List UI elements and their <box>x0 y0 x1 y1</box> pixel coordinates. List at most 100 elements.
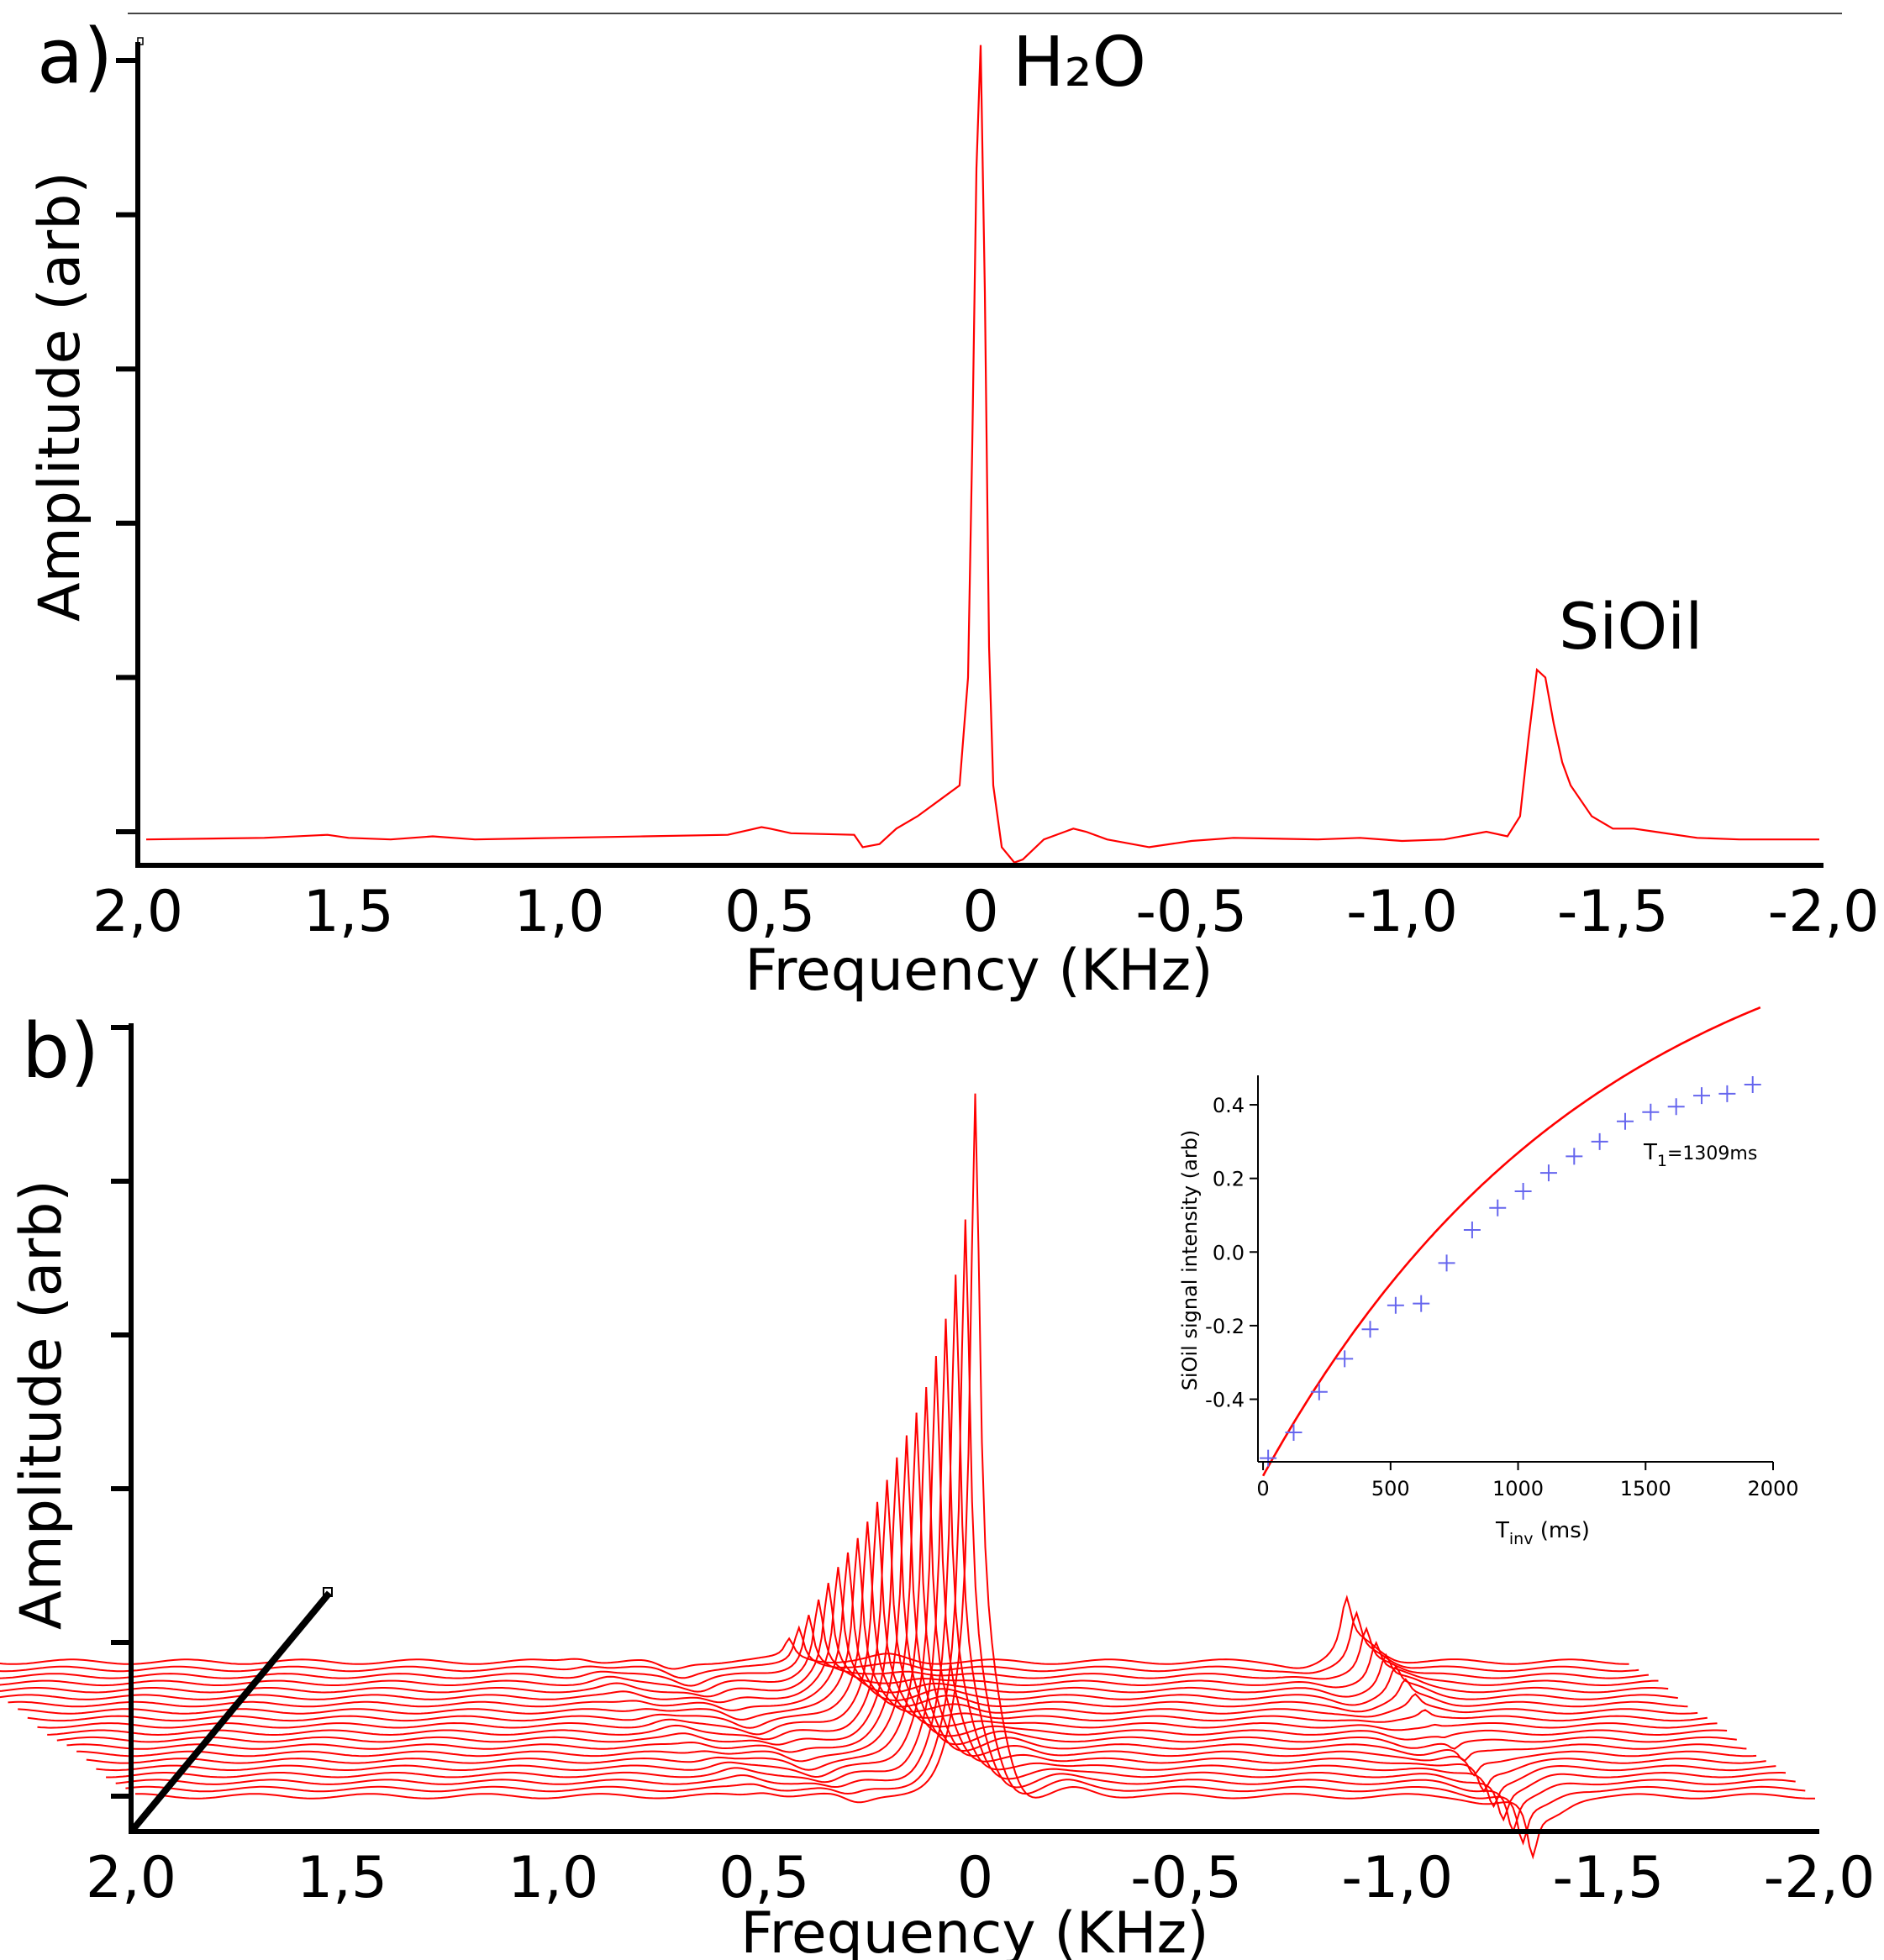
panel-a-xtick-label-1: 1,5 <box>303 879 394 945</box>
panel-b-xtick-label-0: 2,0 <box>86 1845 176 1911</box>
panel-b-xtick-label-4: 0 <box>957 1845 993 1911</box>
inset-x-axis-label-main: T <box>1495 1518 1509 1543</box>
panel-a-xtick-label-4: 0 <box>962 879 998 945</box>
inset-data-point-3 <box>1336 1350 1354 1368</box>
inset-ytick-label-4: -0.4 <box>1205 1389 1245 1412</box>
panel-b-xtick-label-2: 1,0 <box>508 1845 598 1911</box>
panel-b-xtick-label-5: -0,5 <box>1130 1845 1242 1911</box>
panel-b-depth-axis <box>129 1590 333 1832</box>
waterfall-trace-6 <box>76 1412 1757 1777</box>
panel-b-x-ticks: 2,0 1,5 1,0 0,5 0 -0,5 -1,0 -1,5 -2,0 <box>86 1845 1875 1911</box>
panel-a-xtick-label-2: 1,0 <box>513 879 604 945</box>
waterfall-trace-4 <box>96 1355 1776 1809</box>
h2o-peak-label: H₂O <box>1013 23 1146 102</box>
inset-data-point-9 <box>1489 1199 1507 1216</box>
inset-data-point-5 <box>1387 1296 1404 1314</box>
panel-a-y-ticks <box>116 58 138 834</box>
waterfall-trace-3 <box>106 1318 1787 1822</box>
inset-y-ticks: 0.4 0.2 0.0 -0.2 -0.4 <box>1205 1094 1258 1412</box>
waterfall-trace-15 <box>0 1583 1669 1698</box>
panel-b-depth-axis-marker <box>323 1587 333 1597</box>
inset-xtick-label-2: 1000 <box>1492 1477 1544 1500</box>
panel-a-xtick-label-7: -1,5 <box>1557 879 1669 945</box>
inset-x-axis-label-units: (ms) <box>1533 1518 1589 1543</box>
waterfall-trace-7 <box>66 1435 1747 1763</box>
waterfall-trace-11 <box>27 1521 1708 1729</box>
inset-data-point-8 <box>1463 1222 1481 1238</box>
panel-a-xtick-label-8: -2,0 <box>1768 879 1880 945</box>
inset-xtick-label-0: 0 <box>1256 1477 1269 1500</box>
waterfall-trace-12 <box>18 1537 1698 1721</box>
panel-b-x-axis-label: Frequency (KHz) <box>740 1900 1208 1960</box>
panel-a-x-ticks: 2,0 1,5 1,0 0,5 0 -0,5 -1,0 -1,5 -2,0 <box>92 879 1879 945</box>
panel-b-y-axis-label: Amplitude (arb) <box>8 1180 75 1630</box>
waterfall-trace-19 <box>0 1595 1629 1670</box>
panel-b-xtick-label-6: -1,0 <box>1341 1845 1453 1911</box>
panel-a-xtick-label-6: -1,0 <box>1346 879 1458 945</box>
panel-a-axis-end-marker <box>137 37 144 45</box>
inset-ytick-label-2: 0.0 <box>1213 1241 1245 1264</box>
inset-xtick-label-3: 1500 <box>1620 1477 1671 1500</box>
waterfall-trace-13 <box>8 1552 1688 1713</box>
waterfall-trace-18 <box>0 1610 1639 1679</box>
inset-data-point-1 <box>1285 1423 1302 1441</box>
inset-xtick-label-1: 500 <box>1371 1477 1410 1500</box>
inset-data-point-12 <box>1566 1148 1583 1165</box>
inset-fit-label: T1=1309ms <box>1643 1140 1757 1170</box>
inset-fit-curve <box>1261 1006 1761 1477</box>
inset-data-point-7 <box>1438 1254 1455 1272</box>
panel-a-xtick-label-5: -0,5 <box>1135 879 1247 945</box>
inset-data-point-10 <box>1514 1183 1532 1200</box>
inset-x-axis-label: Tinv (ms) <box>1495 1518 1590 1548</box>
panel-b-waterfall-traces <box>0 1093 1815 1860</box>
inset-x-axis-label-sub: inv <box>1509 1530 1534 1548</box>
inset-data-point-14 <box>1616 1112 1634 1130</box>
panel-a-xtick-label-3: 0,5 <box>724 879 815 945</box>
inset-ytick-label-1: 0.2 <box>1213 1168 1245 1191</box>
waterfall-trace-2 <box>115 1274 1796 1834</box>
inset-data-point-6 <box>1413 1295 1430 1312</box>
inset-data-point-2 <box>1310 1383 1328 1400</box>
inset-data-point-19 <box>1744 1075 1761 1093</box>
inset-fit-label-rest: =1309ms <box>1667 1143 1757 1164</box>
panel-b-xtick-label-8: -2,0 <box>1764 1845 1876 1911</box>
panel-a: a) 2,0 1,5 1,0 0,5 0 -0,5 -1,0 -1,5 -2,0 H₂O SiO… <box>27 13 1879 1004</box>
panel-b-xtick-label-7: -1,5 <box>1553 1845 1665 1911</box>
inset-data-point-16 <box>1667 1098 1685 1116</box>
inset-data-point-17 <box>1693 1087 1711 1105</box>
inset-data-point-4 <box>1361 1321 1379 1338</box>
waterfall-trace-9 <box>47 1479 1728 1741</box>
inset-fit-label-sub: 1 <box>1657 1152 1667 1170</box>
inset-data-point-18 <box>1718 1085 1736 1102</box>
waterfall-trace-17 <box>0 1615 1649 1687</box>
sioil-peak-label: SiOil <box>1559 589 1702 664</box>
inset-fit-label-main: T <box>1643 1140 1657 1165</box>
panel-a-spectrum-line <box>145 45 1819 864</box>
waterfall-trace-8 <box>56 1457 1737 1750</box>
panel-a-xtick-label-0: 2,0 <box>92 879 183 945</box>
inset-data-point-15 <box>1642 1103 1660 1121</box>
panel-a-y-axis-label: Amplitude (arb) <box>27 171 93 622</box>
inset-data-point-11 <box>1539 1164 1557 1182</box>
inset-xtick-label-4: 2000 <box>1747 1477 1798 1500</box>
waterfall-trace-1 <box>125 1219 1806 1846</box>
inset-ytick-label-0: 0.4 <box>1213 1094 1245 1117</box>
inset-x-ticks: 0 500 1000 1500 2000 <box>1256 1462 1799 1500</box>
inset-data-points <box>1260 1075 1761 1467</box>
panel-b-xtick-label-3: 0,5 <box>718 1845 809 1911</box>
panel-b-xtick-label-1: 1,5 <box>297 1845 387 1911</box>
waterfall-trace-10 <box>37 1501 1718 1736</box>
panel-a-x-axis-label: Frequency (KHz) <box>745 938 1213 1004</box>
panel-b-y-ticks <box>111 1025 131 1799</box>
waterfall-trace-0 <box>134 1093 1815 1860</box>
panel-a-label: a) <box>37 13 113 101</box>
panel-b: b) 2,0 1,5 1,0 0,5 0 -0,5 -1,0 -1,5 -2,0 Amplitu… <box>0 1007 1875 1960</box>
panel-b-label: b) <box>22 1007 99 1096</box>
inset-y-axis-label: SiOil signal intensity (arb) <box>1178 1130 1202 1391</box>
inset-data-point-13 <box>1591 1132 1608 1150</box>
inset-ytick-label-3: -0.2 <box>1205 1315 1245 1338</box>
inset-data-point-0 <box>1260 1449 1277 1467</box>
waterfall-trace-14 <box>0 1567 1678 1706</box>
inset-t1-plot: 0.40.20.0-0.2-0.4 0 500 1000 1500 2000 T1=13… <box>1178 1006 1799 1548</box>
